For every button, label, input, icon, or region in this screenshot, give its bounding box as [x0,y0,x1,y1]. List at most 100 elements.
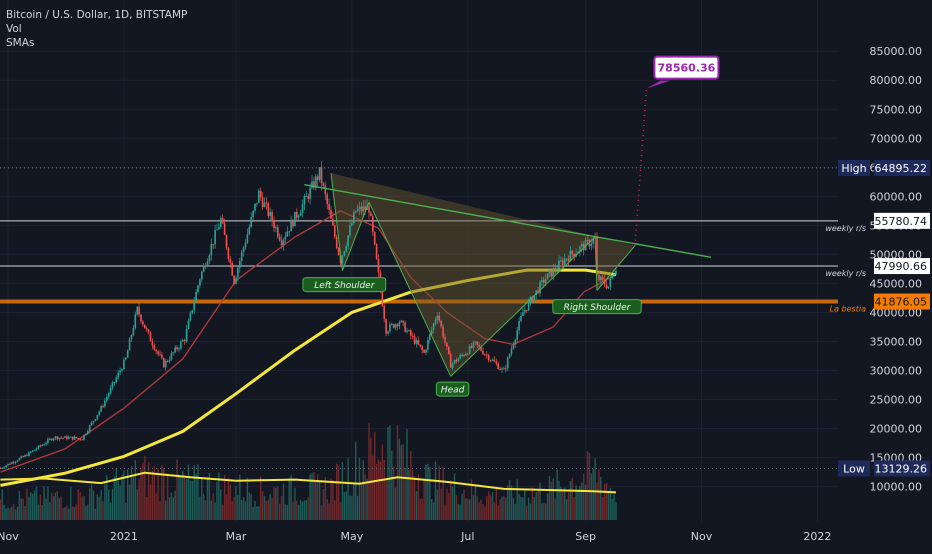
candle-body [250,217,252,227]
volume-bar [315,480,317,520]
volume-bar [233,496,235,520]
pattern-label-box [302,277,387,293]
volume-bar [438,465,440,520]
volume-bar [328,503,330,520]
candle-body [54,436,57,439]
volume-bar [358,458,361,520]
volume-bar [134,460,136,520]
pattern-label-box [552,299,642,315]
candle-body [486,354,488,356]
candle-body [174,347,176,353]
candle-body [548,270,551,274]
volume-bar [81,496,83,520]
candle-body [288,231,290,233]
time-axis[interactable]: Nov 2021 Mar May Jul Sep Nov 2022 [0,530,831,543]
volume-bar [337,465,340,520]
candle-body [554,268,556,271]
candle-body [225,235,228,249]
time-tick-label: Mar [226,530,247,543]
volume-bar [552,478,554,520]
legend-smas[interactable]: SMAs [6,37,35,49]
volume-bar [351,496,353,520]
candle-body [77,438,80,440]
volume-bar [136,489,138,520]
candle-body [256,202,258,204]
legend-volume[interactable]: Vol [6,23,22,35]
candle-body [560,260,562,262]
candle-body [28,452,30,456]
volume-bar [474,486,477,520]
volume-bar [275,487,277,520]
volume-bar [478,502,480,520]
volume-bar [429,466,431,520]
volume-bar [607,491,610,520]
volume-bar [64,507,66,520]
volume-bar [469,499,471,520]
candle-body [258,190,260,203]
volume-bar [499,499,501,520]
candle-body [119,370,121,373]
candle-body [358,206,361,209]
volume-bar [106,475,108,520]
volume-bar [113,476,116,520]
volume-bar [90,484,93,520]
candle-body [153,345,156,350]
candle-body [242,247,245,252]
candle-body [421,346,423,351]
candle-body [155,349,157,352]
candle-body [349,225,351,236]
volume-bar [102,501,104,520]
volume-bar [191,480,193,520]
candle-body [512,344,515,349]
volume-bar [33,490,36,520]
time-tick-label: 2021 [110,530,138,543]
volume-bar [472,495,475,520]
volume-bar [1,489,3,520]
volume-bar [58,498,60,520]
candle-body [415,340,418,344]
candle-body [39,445,42,447]
candle-body [499,369,501,371]
volume-bar [119,485,121,520]
candle-body [345,245,347,252]
volume-bar [166,473,169,520]
volume-bar [339,502,342,520]
price-axis[interactable]: 10000.0015000.0020000.0025000.0030000.00… [825,45,930,494]
candle-body [449,354,452,368]
volume-bar [22,498,24,520]
volume-bar [157,468,159,520]
volume-bar [218,472,220,520]
volume-bar [242,497,245,520]
volume-bar [408,470,410,520]
volume-bar [336,463,338,520]
volume-bar [187,464,190,520]
candle-body [267,203,270,216]
volume-bar [47,486,49,520]
pattern-lines [304,88,712,377]
volume-bar [590,473,592,520]
candle-body [400,320,403,323]
price-line-tag: High [841,162,866,175]
candle-body [229,258,232,263]
volume-bar [450,480,452,520]
volume-bar [461,493,463,520]
volume-bar [535,491,537,520]
pattern-label: Head [441,386,465,396]
candle-body [503,368,505,370]
volume-bar [223,474,226,520]
pattern-label: Right Shoulder [564,303,632,313]
volume-bar [269,494,271,520]
volume-bar [434,461,437,520]
volume-bar [508,480,511,520]
volume-bar [548,476,551,520]
volume-bar [210,500,212,520]
candle-body [514,339,517,345]
candle-body [438,315,441,321]
volume-bar [77,489,79,520]
candle-body [605,284,608,289]
candle-body [315,176,317,188]
legend-symbol[interactable]: Bitcoin / U.S. Dollar, 1D, BITSTAMP [6,9,188,21]
volume-bar [425,464,427,520]
